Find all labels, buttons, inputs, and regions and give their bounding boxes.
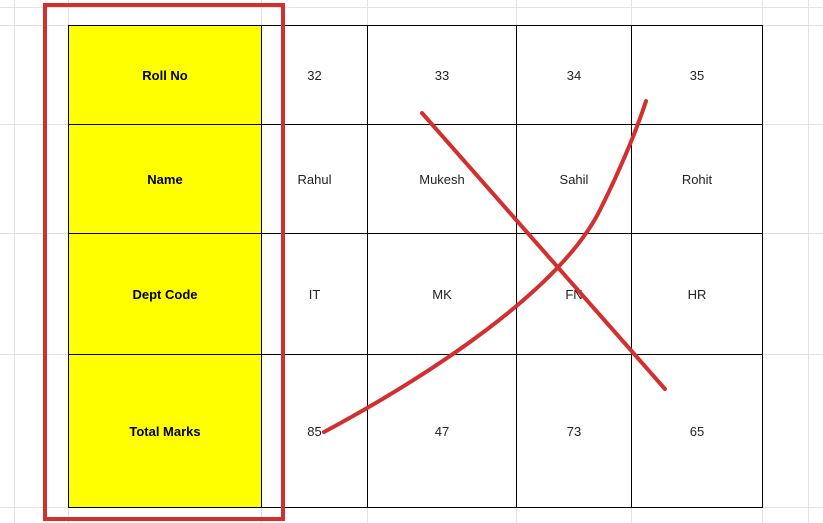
- student-table: Roll No 32 33 34 35 Name Rahul Mukesh Sa…: [68, 25, 763, 508]
- table-row: Total Marks 85 47 73 65: [68, 354, 763, 508]
- header-cell-name[interactable]: Name: [68, 124, 262, 234]
- table-cell[interactable]: 35: [631, 25, 763, 125]
- table-row: Dept Code IT MK FN HR: [68, 233, 763, 355]
- table-cell[interactable]: 65: [631, 354, 763, 508]
- table-cell[interactable]: IT: [261, 233, 368, 355]
- table-cell[interactable]: HR: [631, 233, 763, 355]
- table-cell[interactable]: MK: [367, 233, 517, 355]
- table-cell[interactable]: FN: [516, 233, 632, 355]
- table-cell[interactable]: 73: [516, 354, 632, 508]
- table-cell[interactable]: 47: [367, 354, 517, 508]
- table-row: Name Rahul Mukesh Sahil Rohit: [68, 124, 763, 234]
- table-cell[interactable]: Sahil: [516, 124, 632, 234]
- table-cell[interactable]: 85: [261, 354, 368, 508]
- table-row: Roll No 32 33 34 35: [68, 25, 763, 125]
- table-cell[interactable]: 34: [516, 25, 632, 125]
- header-cell-total-marks[interactable]: Total Marks: [68, 354, 262, 508]
- header-cell-dept-code[interactable]: Dept Code: [68, 233, 262, 355]
- header-cell-roll-no[interactable]: Roll No: [68, 25, 262, 125]
- table-cell[interactable]: 33: [367, 25, 517, 125]
- table-cell[interactable]: Mukesh: [367, 124, 517, 234]
- table-cell[interactable]: Rahul: [261, 124, 368, 234]
- table-cell[interactable]: Rohit: [631, 124, 763, 234]
- table-cell[interactable]: 32: [261, 25, 368, 125]
